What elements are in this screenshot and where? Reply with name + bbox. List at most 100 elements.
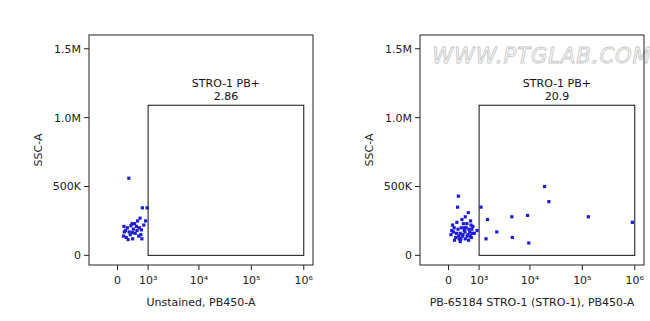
x-tick-label: 10⁶ <box>295 274 314 287</box>
x-tick <box>148 265 149 270</box>
x-axis-label: PB-65184 STRO-1 (STRO-1), PB450-A <box>430 296 635 309</box>
gate-name: STRO-1 PB+ <box>523 77 591 90</box>
gate <box>148 105 304 255</box>
y-tick <box>415 186 420 187</box>
event-point <box>455 232 458 235</box>
event-point <box>463 230 466 233</box>
event-point <box>473 232 476 235</box>
x-tick-label: 0 <box>445 274 452 287</box>
event-point <box>467 211 470 214</box>
event-point <box>131 237 134 240</box>
event-point <box>144 219 147 222</box>
x-tick-label: 10⁵ <box>242 274 260 287</box>
y-tick-label: 1.0M <box>385 112 412 125</box>
x-tick <box>117 265 118 270</box>
event-point <box>543 185 546 188</box>
event-point <box>510 215 513 218</box>
gate-percent: 20.9 <box>545 90 570 103</box>
y-tick <box>84 255 89 256</box>
event-point <box>134 232 137 235</box>
event-point <box>456 206 459 209</box>
event-point <box>462 222 465 225</box>
points <box>449 185 634 245</box>
panel: WWW.PTGLAB.COM0500K1.0M1.5M010³10⁴10⁵10⁶… <box>363 35 650 309</box>
x-tick <box>582 265 583 270</box>
event-point <box>457 195 460 198</box>
event-point <box>460 226 463 229</box>
event-point <box>128 230 131 233</box>
event-point <box>587 215 590 218</box>
event-point <box>126 226 129 229</box>
x-tick <box>529 265 530 270</box>
y-tick <box>415 48 420 49</box>
event-point <box>547 200 550 203</box>
event-point <box>459 237 462 240</box>
event-point <box>141 206 144 209</box>
event-point <box>467 239 470 242</box>
x-tick <box>634 265 635 270</box>
x-tick-label: 10⁴ <box>521 274 540 287</box>
x-tick-label: 10³ <box>470 274 488 287</box>
event-point <box>459 232 462 235</box>
event-point <box>122 225 125 228</box>
plot-frame <box>89 35 313 265</box>
y-tick-label: 0 <box>74 249 81 262</box>
y-tick-label: 500K <box>53 180 82 193</box>
x-tick-label: 10³ <box>139 274 157 287</box>
y-tick-label: 1.5M <box>54 43 81 56</box>
y-axis-label: SSC-A <box>32 133 45 166</box>
gate-group <box>479 105 635 255</box>
x-tick <box>198 265 199 270</box>
y-tick-label: 1.5M <box>385 43 412 56</box>
y-tick <box>415 117 420 118</box>
event-point <box>470 228 473 231</box>
event-point <box>469 223 472 226</box>
watermark: WWW.PTGLAB.COM <box>432 44 650 68</box>
event-point <box>132 228 135 231</box>
event-point <box>465 222 468 225</box>
gate <box>479 105 635 255</box>
event-point <box>135 229 138 232</box>
y-tick-label: 0 <box>405 249 412 262</box>
event-point <box>484 237 487 240</box>
x-tick-label: 10⁶ <box>626 274 645 287</box>
event-point <box>140 237 143 240</box>
x-tick <box>448 265 449 270</box>
event-point <box>450 229 453 232</box>
x-tick <box>303 265 304 270</box>
y-tick-label: 1.0M <box>54 112 81 125</box>
event-point <box>123 230 126 233</box>
event-point <box>486 218 489 221</box>
x-tick-label: 10⁴ <box>190 274 209 287</box>
event-point <box>495 230 498 233</box>
event-point <box>461 233 464 236</box>
event-point <box>527 241 530 244</box>
x-axis-label: Unstained, PB450-A <box>146 296 255 309</box>
event-point <box>140 228 143 231</box>
points <box>122 177 149 241</box>
panel: 0 500K 1.0M 1.5M 0 10³ 10⁴ 10⁵ 10⁶ Unstained, PB4… <box>32 35 314 309</box>
plot-frame <box>420 35 644 265</box>
event-point <box>142 223 145 226</box>
event-point <box>451 223 454 226</box>
event-point <box>131 231 134 234</box>
event-point <box>463 226 466 229</box>
event-point <box>459 240 462 243</box>
event-point <box>127 238 130 241</box>
event-point <box>456 228 459 231</box>
event-point <box>511 236 514 239</box>
y-tick <box>84 117 89 118</box>
y-tick <box>84 186 89 187</box>
event-point <box>454 236 457 239</box>
gate-group <box>148 105 304 255</box>
event-point <box>469 234 472 237</box>
event-point <box>526 214 529 217</box>
event-point <box>133 222 136 225</box>
event-point <box>469 219 472 222</box>
x-tick-label: 0 <box>114 274 121 287</box>
y-axis-label: SSC-A <box>363 133 376 166</box>
event-point <box>138 217 141 220</box>
event-point <box>475 229 478 232</box>
x-tick-label: 10⁵ <box>573 274 591 287</box>
y-tick <box>84 48 89 49</box>
